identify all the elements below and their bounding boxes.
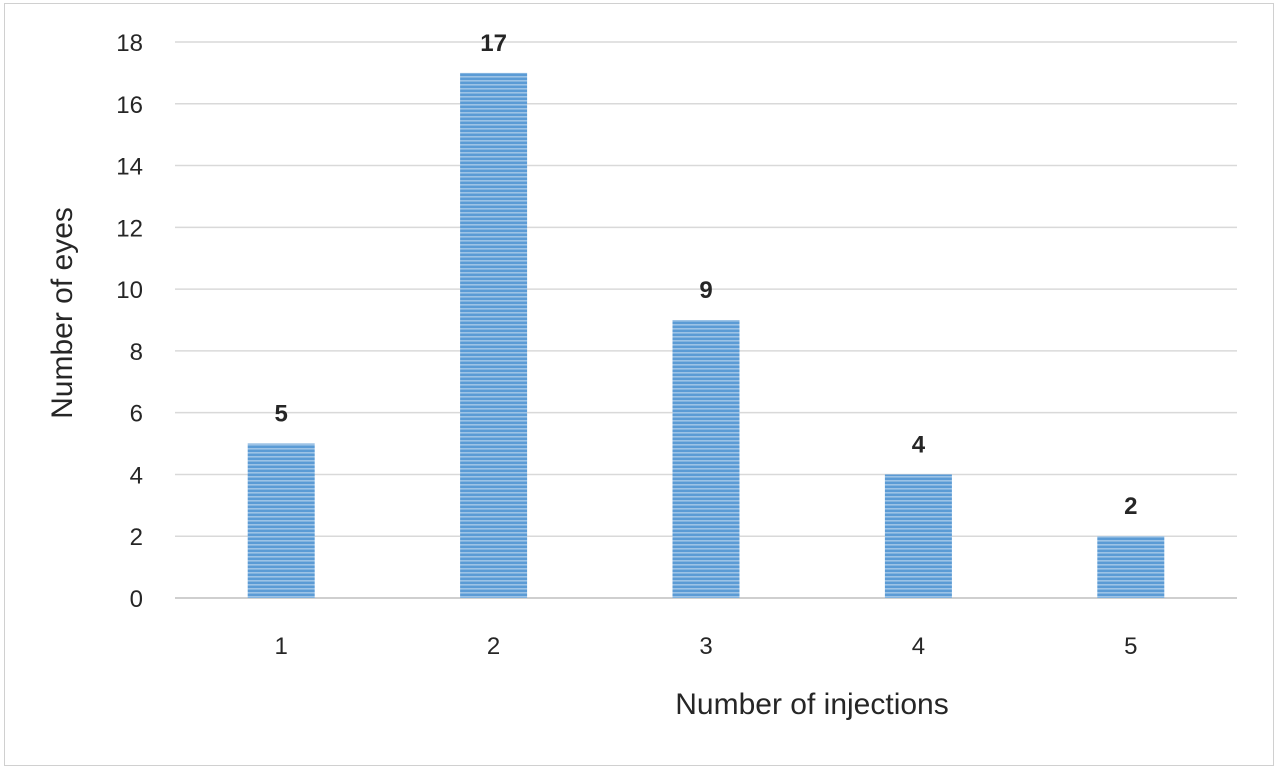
data-label: 17 [480,30,507,57]
bar [460,72,528,598]
y-tick-label: 2 [130,524,143,551]
y-tick-label: 0 [130,586,143,613]
y-tick-label: 18 [116,30,143,57]
y-tick-label: 4 [130,462,143,489]
data-label: 9 [699,277,712,304]
data-label: 4 [912,431,926,458]
gridlines [175,41,1237,599]
y-tick-label: 10 [116,277,143,304]
x-tick-label: 3 [699,633,712,660]
x-tick-label: 1 [275,633,288,660]
y-tick-label: 6 [130,401,143,428]
x-axis-title: Number of injections [675,688,948,721]
data-labels: 5 17 9 4 2 [275,30,1138,520]
bar [247,443,315,598]
data-label: 5 [275,401,288,428]
x-tick-label: 2 [487,633,500,660]
data-label: 2 [1124,493,1137,520]
x-tick-label: 4 [912,633,925,660]
chart-frame [4,3,1274,766]
y-tick-label: 14 [116,154,143,181]
x-tick-label: 5 [1124,633,1137,660]
x-axis-tick-labels: 1 2 3 4 5 [275,633,1138,660]
bar [1097,536,1165,598]
y-axis-title: Number of eyes [46,207,79,419]
y-tick-label: 12 [116,215,143,242]
bars [247,72,1165,598]
bar [672,320,740,598]
y-axis-tick-labels: 0 2 4 6 8 10 12 14 16 18 [116,30,143,613]
y-tick-label: 16 [116,92,143,119]
y-tick-label: 8 [130,339,143,366]
bar [884,474,952,598]
